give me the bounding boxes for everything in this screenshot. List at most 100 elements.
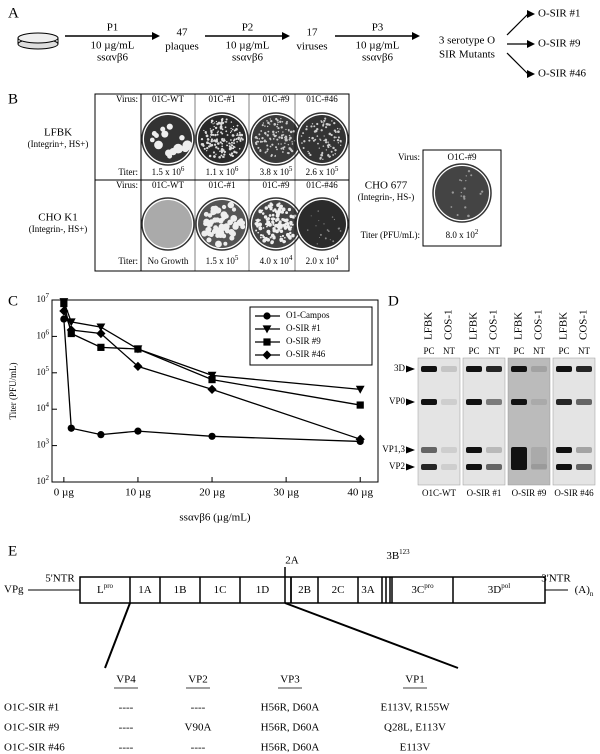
- titer: 4.0 x 104: [260, 254, 293, 266]
- plaque: [214, 122, 216, 124]
- plaque: [314, 138, 317, 141]
- plaque: [332, 146, 335, 150]
- plate-agar: [298, 115, 346, 163]
- plaque: [280, 143, 282, 145]
- plaque: [322, 158, 324, 161]
- x-tick-label: 20 µg: [199, 487, 225, 499]
- result: 3 serotype O: [439, 35, 495, 47]
- plaque: [286, 152, 289, 154]
- plaque: [301, 142, 303, 144]
- plaque: [290, 149, 294, 153]
- plaque: [271, 143, 274, 146]
- plaque: [323, 122, 325, 124]
- lane-treatment: NT: [488, 346, 500, 356]
- lane-label: LFBK: [423, 312, 435, 340]
- lane-treatment: NT: [443, 346, 455, 356]
- plaque: [336, 138, 340, 142]
- gel-virus: O1C-WT: [422, 488, 456, 498]
- y-tick-exp: 5: [46, 364, 50, 372]
- plaque: [275, 131, 278, 134]
- plaque: [225, 118, 228, 121]
- plaque: [255, 219, 257, 221]
- plaque: [207, 231, 213, 237]
- plaque: [281, 134, 284, 137]
- plaque: [337, 142, 340, 144]
- y-tick-label: 102: [37, 474, 50, 486]
- plaque: [327, 141, 329, 143]
- plaque: [263, 215, 268, 219]
- y-tick-base: 10: [37, 330, 47, 340]
- plaque: [266, 150, 268, 153]
- band: [486, 447, 502, 453]
- plaque: [258, 222, 262, 226]
- plaque: [262, 235, 266, 239]
- band: [511, 399, 527, 405]
- table-cell: ----: [191, 742, 206, 754]
- titer: 3.8 x 105: [260, 165, 293, 177]
- plaque: [278, 220, 282, 224]
- plaque: [221, 145, 224, 148]
- plaque: [288, 138, 291, 141]
- titer-text: 1.5 x 10: [206, 256, 236, 266]
- plaque: [267, 130, 270, 133]
- band: [531, 447, 547, 469]
- plaque: [320, 154, 322, 156]
- data-point: [208, 376, 216, 384]
- plaque: [259, 233, 263, 237]
- plaque: [324, 138, 328, 142]
- plaque: [229, 143, 231, 145]
- plaque: [179, 135, 185, 141]
- panel-label: C: [8, 293, 18, 309]
- plaque: [330, 145, 332, 148]
- plaque: [283, 236, 286, 239]
- plaque: [334, 153, 337, 155]
- y-tick-label: 105: [37, 364, 50, 376]
- plaque: [324, 141, 328, 144]
- plaque: [216, 133, 219, 136]
- plaque: [203, 129, 205, 132]
- plaque: [230, 230, 237, 237]
- plaque: [210, 138, 214, 141]
- plaque: [227, 201, 235, 209]
- genome-tail-sub: n: [590, 590, 594, 598]
- plate-agar: [144, 200, 192, 248]
- count-unit: plaques: [165, 41, 199, 53]
- plaque: [289, 231, 292, 235]
- band: [511, 447, 527, 469]
- band-label: VP2: [389, 461, 405, 471]
- plaque: [462, 195, 466, 198]
- plaque: [203, 219, 209, 224]
- plaque: [271, 217, 275, 221]
- plaque: [235, 138, 238, 140]
- band: [511, 464, 527, 470]
- virus: 01C-WT: [152, 180, 184, 190]
- table-cell: H56R, D60A: [261, 742, 320, 754]
- plaque: [316, 135, 319, 137]
- arrow-head: [412, 32, 420, 40]
- row-label: Titer:: [118, 167, 138, 177]
- band: [421, 399, 437, 405]
- plaque: [278, 136, 281, 139]
- titer-sup: 4: [289, 254, 293, 262]
- plaque: [459, 179, 461, 181]
- x-tick-label: 10 µg: [125, 487, 151, 499]
- data-point: [96, 328, 106, 339]
- plaque: [240, 134, 243, 136]
- plaque: [220, 211, 228, 219]
- plaque: [269, 123, 271, 125]
- plaque: [214, 133, 217, 137]
- plaque: [224, 126, 227, 129]
- plaque: [231, 154, 234, 158]
- band-arrow: [406, 446, 415, 454]
- plaque: [286, 221, 289, 225]
- plaque: [230, 152, 234, 155]
- plaque: [261, 137, 264, 140]
- arrow-head: [152, 32, 160, 40]
- plaque: [308, 139, 311, 142]
- panel-label: B: [8, 91, 18, 107]
- plaque: [335, 136, 337, 138]
- plaque: [230, 139, 232, 141]
- plaque: [204, 130, 207, 134]
- plaque: [329, 133, 331, 136]
- plaque: [336, 127, 339, 130]
